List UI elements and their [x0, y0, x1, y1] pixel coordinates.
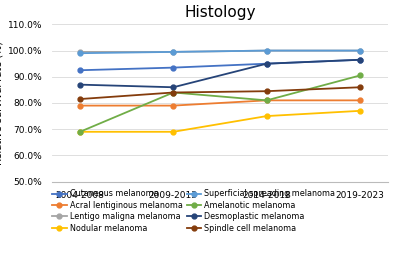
Amelanotic melanoma: [264, 99, 269, 102]
Cutaneous melanoma: [171, 66, 176, 69]
Amelanotic melanoma: [171, 91, 176, 94]
Cutaneous melanoma: [264, 62, 269, 65]
Line: Nodular melanoma: Nodular melanoma: [78, 108, 362, 134]
Lentigo maligna melanoma: [171, 50, 176, 54]
Y-axis label: Relative survival rate (%): Relative survival rate (%): [0, 41, 4, 165]
Title: Histology: Histology: [184, 5, 256, 20]
Desmoplastic melanoma: [171, 86, 176, 89]
Desmoplastic melanoma: [264, 62, 269, 65]
Acral lentiginous melanoma: [78, 104, 82, 107]
Superficial spreading melanoma: [78, 51, 82, 55]
Acral lentiginous melanoma: [264, 99, 269, 102]
Spindle cell melanoma: [264, 90, 269, 93]
Line: Lentigo maligna melanoma: Lentigo maligna melanoma: [78, 48, 362, 54]
Nodular melanoma: [171, 130, 176, 133]
Desmoplastic melanoma: [78, 83, 82, 86]
Line: Acral lentiginous melanoma: Acral lentiginous melanoma: [78, 98, 362, 108]
Nodular melanoma: [358, 109, 362, 112]
Lentigo maligna melanoma: [358, 49, 362, 52]
Line: Spindle cell melanoma: Spindle cell melanoma: [78, 85, 362, 101]
Amelanotic melanoma: [358, 74, 362, 77]
Acral lentiginous melanoma: [358, 99, 362, 102]
Lentigo maligna melanoma: [264, 49, 269, 52]
Nodular melanoma: [264, 114, 269, 118]
Acral lentiginous melanoma: [171, 104, 176, 107]
Line: Cutaneous melanoma: Cutaneous melanoma: [78, 57, 362, 73]
Superficial spreading melanoma: [264, 49, 269, 52]
Desmoplastic melanoma: [358, 58, 362, 62]
Line: Superficial spreading melanoma: Superficial spreading melanoma: [78, 48, 362, 56]
Lentigo maligna melanoma: [78, 50, 82, 54]
Line: Desmoplastic melanoma: Desmoplastic melanoma: [78, 57, 362, 90]
Nodular melanoma: [78, 130, 82, 133]
Line: Amelanotic melanoma: Amelanotic melanoma: [78, 73, 362, 134]
Amelanotic melanoma: [78, 130, 82, 133]
Superficial spreading melanoma: [358, 49, 362, 52]
Cutaneous melanoma: [78, 69, 82, 72]
Superficial spreading melanoma: [171, 50, 176, 54]
Legend: Cutaneous melanoma, Acral lentiginous melanoma, Lentigo maligna melanoma, Nodula: Cutaneous melanoma, Acral lentiginous me…: [52, 189, 335, 233]
Spindle cell melanoma: [78, 98, 82, 101]
Spindle cell melanoma: [358, 86, 362, 89]
Spindle cell melanoma: [171, 91, 176, 94]
Cutaneous melanoma: [358, 58, 362, 62]
